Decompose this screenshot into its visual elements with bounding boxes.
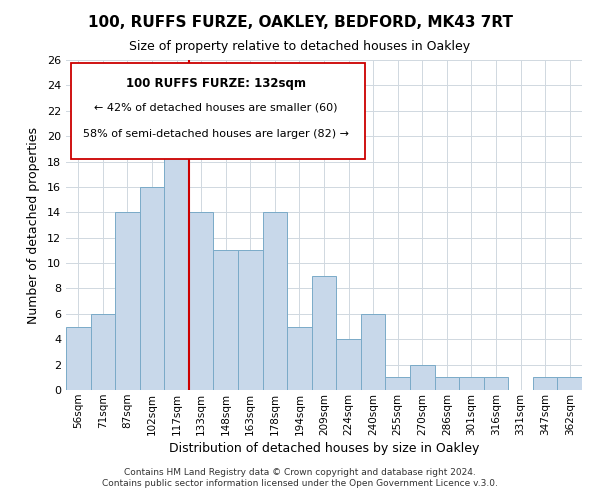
Bar xyxy=(91,314,115,390)
Bar xyxy=(263,212,287,390)
Text: Contains HM Land Registry data © Crown copyright and database right 2024.
Contai: Contains HM Land Registry data © Crown c… xyxy=(102,468,498,487)
Bar xyxy=(312,276,336,390)
Bar xyxy=(459,378,484,390)
Bar xyxy=(115,212,140,390)
Bar xyxy=(484,378,508,390)
Y-axis label: Number of detached properties: Number of detached properties xyxy=(27,126,40,324)
Bar xyxy=(214,250,238,390)
Bar xyxy=(385,378,410,390)
Bar xyxy=(533,378,557,390)
Bar xyxy=(434,378,459,390)
Text: ← 42% of detached houses are smaller (60): ← 42% of detached houses are smaller (60… xyxy=(94,103,337,113)
X-axis label: Distribution of detached houses by size in Oakley: Distribution of detached houses by size … xyxy=(169,442,479,455)
Text: Size of property relative to detached houses in Oakley: Size of property relative to detached ho… xyxy=(130,40,470,53)
Bar xyxy=(140,187,164,390)
Bar xyxy=(410,364,434,390)
Text: 100, RUFFS FURZE, OAKLEY, BEDFORD, MK43 7RT: 100, RUFFS FURZE, OAKLEY, BEDFORD, MK43 … xyxy=(88,15,512,30)
Bar xyxy=(557,378,582,390)
Bar xyxy=(189,212,214,390)
Text: 100 RUFFS FURZE: 132sqm: 100 RUFFS FURZE: 132sqm xyxy=(125,76,305,90)
Bar xyxy=(336,339,361,390)
Bar xyxy=(238,250,263,390)
Bar xyxy=(66,326,91,390)
Bar xyxy=(361,314,385,390)
Bar xyxy=(164,124,189,390)
FancyBboxPatch shape xyxy=(71,64,365,159)
Bar xyxy=(287,326,312,390)
Text: 58% of semi-detached houses are larger (82) →: 58% of semi-detached houses are larger (… xyxy=(83,130,349,140)
